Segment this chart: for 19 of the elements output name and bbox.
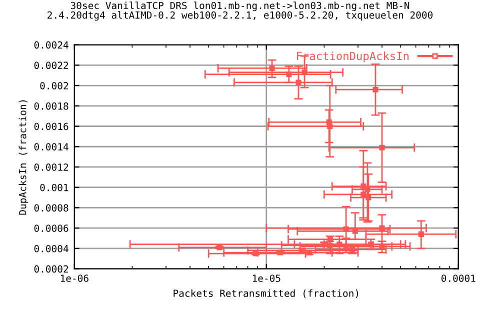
x-tick-label: 0.0001 bbox=[441, 274, 476, 282]
x-tick-label: 1e-06 bbox=[60, 274, 88, 282]
y-tick-label: 0.0014 bbox=[34, 143, 68, 150]
y-tick-label: 0.001 bbox=[40, 184, 68, 192]
y-tick-label: 0.0024 bbox=[34, 41, 68, 49]
y-tick-label: 0.0018 bbox=[34, 102, 68, 110]
y-tick-label: 0.0022 bbox=[34, 62, 68, 70]
chart-title: 30sec VanillaTCP DRS lon01.mb-ng.net->lon03.mb-ng.net MB-N 2.4.20dtg4 altAIMD-0.2 web100-2.2.1, e1000-5.2.20, txqueuelen 2000 bbox=[48, 2, 433, 21]
y-tick-label: 0.0008 bbox=[34, 204, 68, 212]
x-axis-title: Packets Retransmitted (fraction) bbox=[174, 289, 358, 298]
y-tick-label: 0.0012 bbox=[34, 163, 68, 171]
y-axis-title: DupAcksIn (fraction) bbox=[18, 100, 28, 215]
y-tick-label: 0.002 bbox=[40, 82, 68, 90]
y-tick-label: 0.0004 bbox=[34, 244, 68, 252]
y-tick-label: 0.0002 bbox=[34, 265, 68, 273]
legend-label: FractionDupAcksIn bbox=[297, 52, 409, 62]
y-tick-label: 0.0016 bbox=[34, 122, 68, 130]
y-tick-label: 0.0006 bbox=[34, 224, 68, 232]
x-tick-label: 1e-05 bbox=[252, 274, 280, 282]
